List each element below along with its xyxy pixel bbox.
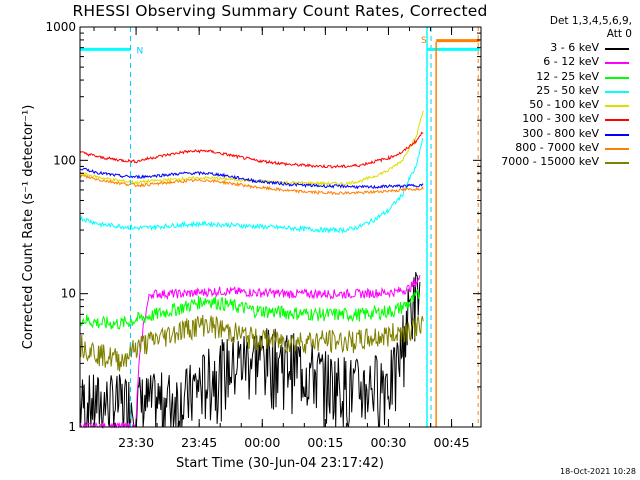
legend-detectors: Det 1,3,4,5,6,9, bbox=[549, 15, 632, 27]
y-tick-label: 1000 bbox=[45, 20, 76, 34]
timestamp: 18-Oct-2021 10:28 bbox=[560, 467, 636, 476]
legend-swatch bbox=[605, 148, 629, 151]
series-line bbox=[79, 275, 421, 429]
y-tick-label: 100 bbox=[53, 153, 76, 167]
chart-title: RHESSI Observing Summary Count Rates, Co… bbox=[72, 2, 488, 20]
legend-item: 7000 - 15000 keV bbox=[470, 155, 635, 169]
series-line bbox=[79, 167, 424, 190]
legend-swatch bbox=[605, 48, 629, 50]
legend-swatch bbox=[605, 62, 629, 65]
legend-label: 300 - 800 keV bbox=[522, 126, 599, 140]
legend-item: 25 - 50 keV bbox=[470, 84, 635, 98]
legend: 3 - 6 keV 6 - 12 keV 12 - 25 keV 25 - 50… bbox=[470, 41, 635, 170]
legend-label: 6 - 12 keV bbox=[543, 55, 599, 69]
annotation-layer: NS bbox=[80, 27, 480, 427]
saa-label: S bbox=[421, 36, 427, 46]
legend-item: 3 - 6 keV bbox=[470, 41, 635, 55]
legend-item: 300 - 800 keV bbox=[470, 127, 635, 141]
night-label: N bbox=[136, 46, 143, 56]
legend-attenuator: Att 0 bbox=[606, 28, 632, 40]
y-tick-label: 10 bbox=[61, 287, 76, 301]
legend-swatch bbox=[605, 162, 629, 165]
legend-label: 7000 - 15000 keV bbox=[501, 155, 599, 169]
series-line bbox=[79, 288, 421, 330]
x-tick-label: 00:00 bbox=[244, 435, 280, 450]
legend-swatch bbox=[605, 133, 629, 136]
legend-swatch bbox=[605, 105, 629, 108]
series-line bbox=[79, 174, 424, 196]
x-tick-label: 00:15 bbox=[307, 435, 343, 450]
legend-label: 50 - 100 keV bbox=[529, 98, 599, 112]
legend-item: 800 - 7000 keV bbox=[470, 141, 635, 155]
series-layer bbox=[79, 110, 424, 429]
y-axis-label: Corrected Count Rate (s⁻¹ detector⁻¹) bbox=[21, 105, 36, 350]
series-line bbox=[79, 271, 421, 429]
legend-label: 100 - 300 keV bbox=[522, 112, 599, 126]
x-tick-label: 00:45 bbox=[434, 435, 470, 450]
legend-swatch bbox=[605, 76, 629, 79]
legend-item: 100 - 300 keV bbox=[470, 112, 635, 126]
series-line bbox=[79, 138, 424, 235]
series-line bbox=[79, 110, 424, 186]
series-line bbox=[79, 131, 424, 169]
plot-frame bbox=[79, 26, 482, 428]
legend-item: 50 - 100 keV bbox=[470, 98, 635, 112]
x-tick-label: 00:30 bbox=[370, 435, 406, 450]
legend-swatch bbox=[605, 119, 629, 122]
x-tick-label: 23:30 bbox=[118, 435, 154, 450]
legend-item: 6 - 12 keV bbox=[470, 55, 635, 69]
legend-item: 12 - 25 keV bbox=[470, 70, 635, 84]
legend-label: 800 - 7000 keV bbox=[515, 141, 599, 155]
axes-layer: 1 10 100 1000 23:30 23:45 00:00 00:15 00:30 00:45 bbox=[45, 20, 481, 450]
y-tick-label: 1 bbox=[68, 420, 76, 434]
x-axis-label: Start Time (30-Jun-04 23:17:42) bbox=[176, 456, 384, 471]
series-line bbox=[79, 314, 424, 372]
legend-label: 3 - 6 keV bbox=[550, 41, 599, 54]
legend-swatch bbox=[605, 90, 629, 93]
legend-label: 12 - 25 keV bbox=[536, 69, 599, 83]
x-tick-label: 23:45 bbox=[181, 435, 217, 450]
legend-label: 25 - 50 keV bbox=[536, 83, 599, 97]
